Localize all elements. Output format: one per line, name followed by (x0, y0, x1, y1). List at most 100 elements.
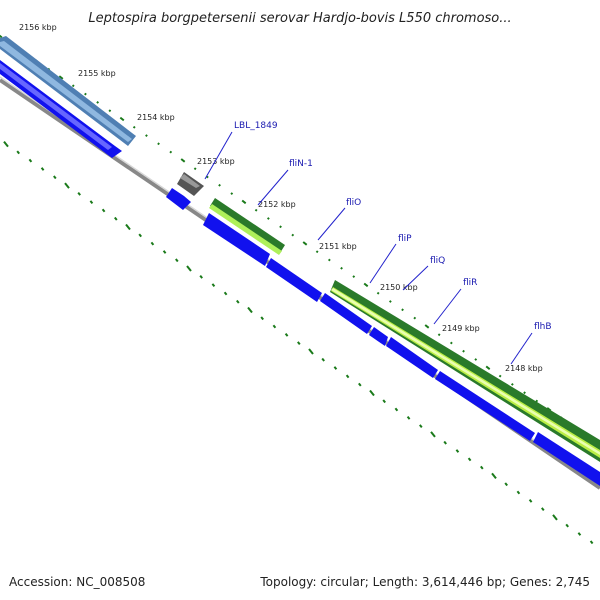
tick-mark (64, 182, 70, 189)
tick-mark (58, 75, 64, 80)
tick-mark (327, 258, 331, 262)
gene-band-fliN (209, 198, 285, 255)
tick-mark (535, 399, 539, 403)
tick-mark (193, 167, 197, 171)
tick-mark (449, 341, 453, 345)
gene-LBL-1849 (177, 172, 204, 196)
tick-label: 2152 kbp (258, 200, 296, 209)
gene-label-flhB: flhB (534, 322, 552, 332)
tick-mark (388, 300, 392, 303)
tick-mark (523, 391, 526, 395)
tick-mark (491, 472, 497, 480)
tick-mark (552, 514, 558, 521)
tick-mark (498, 374, 502, 378)
tick-label: 2150 kbp (380, 283, 418, 292)
tick-mark (211, 283, 216, 288)
tick-mark (119, 116, 125, 122)
tick-mark (455, 449, 460, 453)
tick-mark (28, 158, 33, 163)
tick-mark (474, 358, 478, 361)
tick-mark (376, 291, 380, 295)
tick-mark (132, 125, 136, 129)
genome-summary-text: Topology: circular; Length: 3,614,446 bp… (259, 575, 590, 589)
tick-mark (333, 366, 338, 370)
tick-mark (16, 150, 20, 155)
tick-mark (406, 415, 411, 420)
tick-mark (247, 306, 253, 314)
tick-mark (321, 357, 325, 362)
tick-mark (53, 175, 57, 180)
tick-mark (485, 365, 491, 370)
tick-mark (40, 167, 45, 171)
tick-mark (382, 399, 386, 404)
outer-tick-ring (0, 34, 600, 444)
tick-mark (223, 291, 228, 296)
tick-label: 2148 kbp (505, 364, 543, 373)
tick-mark (363, 282, 369, 288)
tick-mark (291, 233, 295, 237)
tick-mark (138, 233, 142, 238)
gene-label-fliP: fliP (398, 234, 412, 244)
tick-mark (413, 316, 417, 320)
cds-track-left (0, 60, 122, 158)
tick-label: 2149 kbp (442, 324, 480, 333)
gene-leader-line (369, 243, 397, 284)
tick-mark (157, 142, 160, 146)
tick-mark (169, 150, 173, 154)
tick-mark (230, 192, 234, 195)
tick-mark (150, 241, 155, 246)
tick-mark (369, 389, 375, 397)
gene-leader-line (402, 265, 429, 291)
tick-mark (352, 275, 356, 278)
tick-mark (84, 92, 87, 96)
tick-mark (218, 183, 221, 187)
cds-track-center (203, 213, 600, 486)
tick-mark (504, 482, 508, 487)
tick-mark (430, 431, 436, 438)
tick-mark (254, 208, 258, 212)
gene-leader-line (317, 207, 346, 241)
tick-mark (77, 191, 81, 196)
tick-mark (302, 241, 308, 246)
tick-mark (162, 250, 167, 254)
tick-mark (467, 457, 472, 462)
tick-label: 2156 kbp (19, 23, 57, 32)
tick-mark (199, 274, 203, 279)
tick-mark (437, 333, 441, 337)
tick-mark (345, 374, 350, 379)
accession-text: Accession: NC_008508 (9, 575, 145, 589)
tick-mark (175, 258, 179, 263)
tick-mark (3, 140, 9, 148)
tick-mark (424, 324, 430, 329)
gene-labels: LBL_1849 fliN-1 fliO fliP fliQ fliR flhB (204, 121, 552, 365)
tick-mark (145, 134, 148, 137)
tick-mark (516, 490, 521, 495)
tick-mark (101, 208, 106, 213)
tick-mark (279, 225, 282, 229)
tick-mark (308, 348, 314, 355)
tick-mark (510, 383, 514, 386)
tick-mark (272, 324, 277, 329)
gene-band-fliO-to-flhB (330, 280, 600, 462)
tick-mark (462, 349, 465, 353)
tick-mark (589, 540, 594, 545)
tick-mark (577, 532, 582, 536)
gene-leader-line (433, 288, 462, 325)
tick-mark (89, 200, 94, 205)
tick-mark (266, 217, 270, 220)
tick-label: 2151 kbp (319, 242, 357, 251)
tick-mark (108, 109, 112, 113)
tick-mark (180, 158, 186, 163)
tick-mark (297, 341, 301, 346)
tick-mark (284, 332, 289, 337)
tick-mark (315, 250, 319, 254)
tick-mark (0, 34, 3, 39)
tick-mark (125, 223, 131, 231)
tick-mark (394, 407, 399, 412)
tick-labels: 2156 kbp 2155 kbp 2154 kbp 2153 kbp 2152… (19, 23, 543, 373)
tick-mark (340, 266, 343, 270)
tick-label: 2153 kbp (197, 157, 235, 166)
gene-label-fliR: fliR (463, 278, 477, 288)
gene-leader-line (204, 131, 233, 180)
tick-label: 2155 kbp (78, 69, 116, 78)
